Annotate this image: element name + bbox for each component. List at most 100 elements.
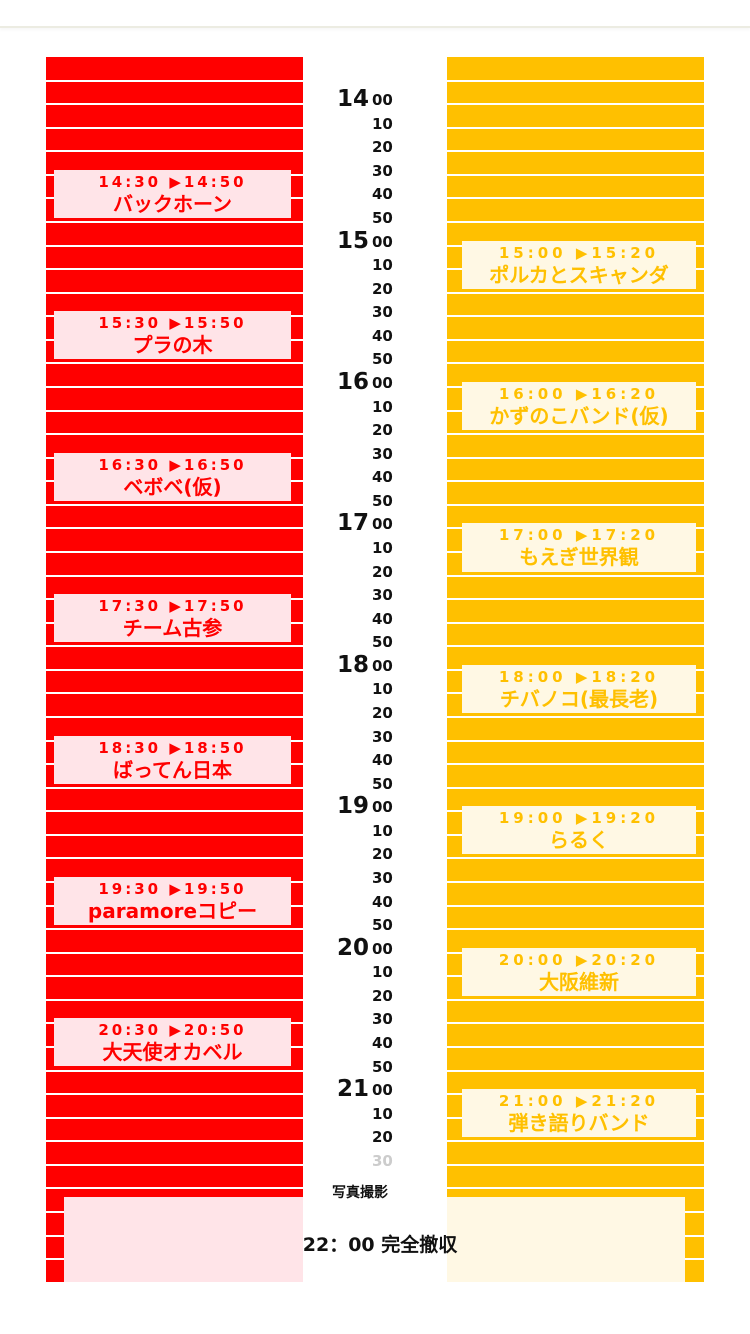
row-divider	[46, 715, 303, 718]
row-divider	[46, 645, 303, 648]
row-divider	[46, 1069, 303, 1072]
slot-time: 19:00 ▶19:20	[498, 809, 660, 828]
minute-label: 40	[372, 1033, 393, 1052]
minute-label: 10	[372, 256, 393, 275]
row-divider	[46, 1187, 303, 1190]
row-divider	[46, 291, 303, 294]
row-divider	[46, 103, 303, 106]
minute-label: 30	[372, 727, 393, 746]
row-divider	[447, 1022, 704, 1025]
slot-time: 17:30 ▶17:50	[98, 597, 247, 616]
row-divider	[447, 598, 704, 601]
band-name: らるく	[549, 828, 609, 853]
minute-label: 20	[372, 279, 393, 298]
minute-label: 20	[372, 562, 393, 581]
top-bar	[0, 0, 750, 28]
minute-label: 50	[372, 774, 393, 793]
row-divider	[46, 220, 303, 223]
row-divider	[46, 1093, 303, 1096]
row-divider	[447, 857, 704, 860]
row-divider	[447, 574, 704, 577]
row-divider	[46, 527, 303, 530]
row-divider	[46, 126, 303, 129]
minute-label: 20	[372, 421, 393, 440]
slot-time: 17:00 ▶17:20	[498, 526, 660, 545]
row-divider	[46, 692, 303, 695]
right-stage-slot: 16:00 ▶16:20 かずのこバンド(仮)	[462, 381, 696, 431]
slot-time: 16:00 ▶16:20	[498, 384, 660, 403]
right-stage-slot: 20:00 ▶20:20 大阪維新	[462, 947, 696, 996]
row-divider	[447, 715, 704, 718]
minute-label: 50	[372, 491, 393, 510]
row-divider	[447, 103, 704, 106]
band-name: バックホーン	[113, 191, 232, 216]
minute-label: 10	[372, 963, 393, 982]
row-divider	[447, 1069, 704, 1072]
minute-label: 00	[372, 939, 393, 958]
row-divider	[46, 79, 303, 82]
minute-label: 30	[372, 1151, 393, 1170]
minute-label: 30	[372, 1010, 393, 1029]
row-divider	[46, 810, 303, 813]
row-divider	[46, 550, 303, 553]
left-stage-slot: 18:30 ▶18:50 ばってん日本	[54, 735, 291, 784]
left-stage-slot: 17:30 ▶17:50 チーム古参	[54, 594, 291, 643]
minute-label: 30	[372, 868, 393, 887]
minute-label: 00	[372, 798, 393, 817]
band-name: 大阪維新	[539, 969, 619, 994]
minute-label: 00	[372, 232, 393, 251]
row-divider	[46, 975, 303, 978]
hour-label: 20	[336, 934, 369, 961]
hour-label: 14	[336, 86, 369, 113]
hour-label: 21	[336, 1076, 369, 1103]
left-stage-slot: 16:30 ▶16:50 ベボベ(仮)	[54, 452, 291, 501]
left-stage-slot: 15:30 ▶15:50 プラの木	[54, 311, 291, 360]
row-divider	[46, 833, 303, 836]
row-divider	[447, 786, 704, 789]
band-name: もえぎ世界観	[519, 545, 639, 570]
row-divider	[46, 1116, 303, 1119]
row-divider	[46, 998, 303, 1001]
row-divider	[447, 1187, 704, 1190]
row-divider	[447, 480, 704, 483]
minute-label: 20	[372, 138, 393, 157]
hour-label: 17	[336, 510, 369, 537]
closing-block-left	[64, 1197, 303, 1282]
right-stage-slot: 21:00 ▶21:20 弾き語りバンド	[462, 1089, 696, 1138]
band-name: プラの木	[132, 333, 213, 358]
row-divider	[447, 739, 704, 742]
band-name: paramoreコピー	[87, 898, 258, 923]
row-divider	[447, 763, 704, 766]
row-divider	[46, 1140, 303, 1143]
slot-time: 16:30 ▶16:50	[98, 455, 247, 474]
row-divider	[46, 433, 303, 436]
minute-label: 40	[372, 185, 393, 204]
row-divider	[46, 244, 303, 247]
row-divider	[46, 1163, 303, 1166]
band-name: 弾き語りバンド	[508, 1111, 650, 1136]
right-stage-slot: 18:00 ▶18:20 チバノコ(最長老)	[462, 664, 696, 713]
photo-session-label: 写真撮影	[332, 1185, 388, 1201]
row-divider	[46, 668, 303, 671]
minute-label: 00	[372, 1081, 393, 1100]
row-divider	[46, 268, 303, 271]
slot-time: 14:30 ▶14:50	[98, 172, 247, 191]
minute-label: 50	[372, 916, 393, 935]
row-divider	[46, 385, 303, 388]
minute-label: 10	[372, 821, 393, 840]
band-name: かずのこバンド(仮)	[489, 403, 669, 428]
closing-block-right	[447, 1197, 685, 1282]
row-divider	[447, 173, 704, 176]
band-name: ベボベ(仮)	[123, 474, 222, 499]
row-divider	[447, 645, 704, 648]
row-divider	[447, 126, 704, 129]
row-divider	[46, 409, 303, 412]
hour-label: 15	[336, 227, 369, 254]
row-divider	[447, 880, 704, 883]
minute-label: 10	[372, 397, 393, 416]
row-divider	[46, 928, 303, 931]
right-stage-slot: 17:00 ▶17:20 もえぎ世界観	[462, 523, 696, 572]
row-divider	[447, 998, 704, 1001]
minute-label: 10	[372, 1104, 393, 1123]
row-divider	[447, 1163, 704, 1166]
